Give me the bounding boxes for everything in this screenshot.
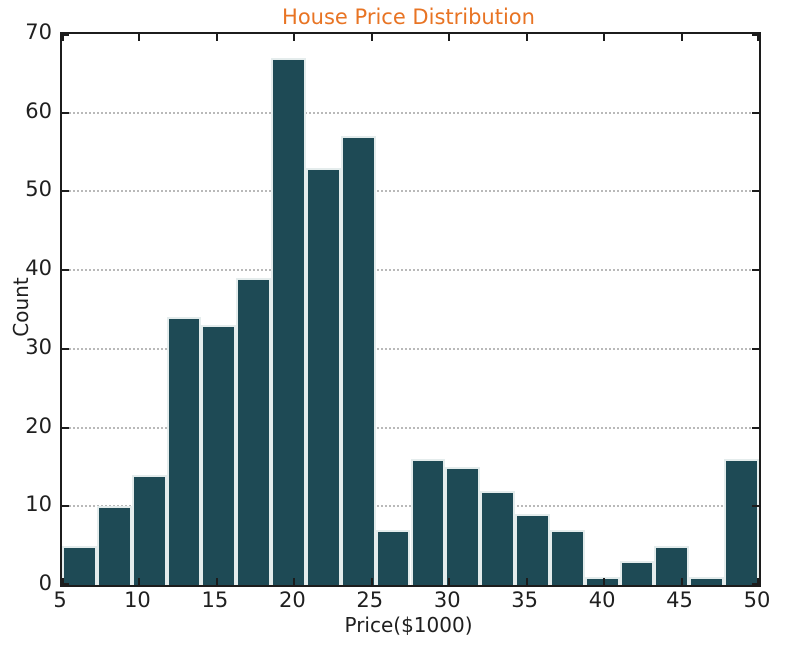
x-tick-label-10: 10	[124, 588, 151, 612]
y-tick-0	[62, 583, 69, 585]
histogram-bar	[131, 474, 167, 585]
x-tick-20	[293, 578, 296, 585]
y-tick-right-40	[752, 269, 759, 272]
y-tick-10	[62, 505, 69, 508]
y-tick-label-0: 0	[38, 571, 52, 595]
x-tick-35	[525, 578, 528, 585]
histogram-bar	[654, 545, 690, 585]
gridline-y40	[62, 269, 759, 272]
histogram-bar	[305, 167, 341, 585]
histogram-bar	[96, 506, 132, 585]
chart-title: House Price Distribution	[282, 5, 535, 29]
x-tick-top-20	[293, 34, 296, 41]
y-tick-right-60	[752, 111, 759, 114]
histogram-bar	[445, 466, 481, 585]
y-tick-20	[62, 426, 69, 429]
y-tick-right-30	[752, 347, 759, 350]
histogram-bar	[549, 529, 585, 585]
x-tick-top-35	[525, 34, 528, 41]
x-tick-label-5: 5	[53, 588, 67, 612]
x-tick-10	[138, 578, 141, 585]
y-tick-right-50	[752, 190, 759, 193]
histogram-bar	[375, 529, 411, 585]
x-tick-30	[448, 578, 451, 585]
histogram-bar	[201, 325, 237, 585]
histogram-bar	[584, 577, 620, 585]
x-tick-50	[757, 578, 759, 585]
x-tick-label-25: 25	[356, 588, 384, 612]
y-tick-label-70: 70	[25, 20, 52, 44]
x-tick-top-5	[62, 34, 64, 41]
y-tick-right-10	[752, 505, 759, 508]
histogram-bar	[724, 459, 759, 585]
x-tick-5	[62, 578, 64, 585]
gridline-y20	[62, 426, 759, 429]
x-tick-label-15: 15	[201, 588, 229, 612]
histogram-bar	[271, 57, 306, 585]
histogram-bar	[340, 136, 376, 585]
y-tick-70	[62, 34, 69, 36]
histogram-bar	[619, 561, 655, 585]
x-tick-top-30	[448, 34, 451, 41]
histogram-bar	[515, 514, 550, 585]
y-tick-label-30: 30	[25, 334, 52, 359]
y-tick-right-0	[752, 583, 759, 585]
x-tick-15	[215, 578, 218, 585]
x-tick-top-25	[370, 34, 373, 41]
gridline-y50	[62, 190, 759, 193]
x-axis-label: Price($1000)	[344, 613, 473, 637]
x-tick-top-15	[215, 34, 218, 41]
x-tick-top-10	[138, 34, 141, 41]
y-tick-label-50: 50	[25, 177, 52, 202]
x-tick-45	[680, 578, 683, 585]
y-tick-label-20: 20	[25, 413, 52, 438]
histogram-bar	[62, 545, 97, 585]
y-tick-60	[62, 111, 69, 114]
x-tick-top-40	[603, 34, 606, 41]
x-tick-25	[370, 578, 373, 585]
x-tick-top-45	[680, 34, 683, 41]
histogram-bar	[689, 577, 725, 585]
x-tick-label-20: 20	[278, 588, 306, 612]
y-tick-label-40: 40	[25, 256, 52, 281]
x-tick-label-35: 35	[511, 588, 539, 612]
x-tick-label-40: 40	[588, 588, 616, 612]
y-tick-50	[62, 190, 69, 193]
histogram-bar	[480, 490, 516, 585]
histogram-bar	[166, 317, 202, 585]
x-tick-label-45: 45	[666, 588, 693, 612]
x-tick-label-30: 30	[433, 588, 461, 612]
histogram-bar	[236, 278, 272, 585]
y-tick-right-20	[752, 426, 759, 429]
y-tick-label-60: 60	[25, 98, 52, 123]
y-axis-label: Count	[9, 277, 33, 337]
y-tick-right-70	[752, 34, 759, 36]
x-tick-top-50	[757, 34, 759, 41]
gridline-y60	[62, 111, 759, 114]
y-tick-30	[62, 347, 69, 350]
y-tick-label-10: 10	[25, 492, 52, 517]
x-tick-40	[603, 578, 606, 585]
gridline-y30	[62, 347, 759, 350]
x-tick-label-50: 50	[743, 588, 771, 612]
histogram-bar	[410, 459, 446, 585]
y-tick-40	[62, 269, 69, 272]
plot-area	[60, 32, 761, 587]
